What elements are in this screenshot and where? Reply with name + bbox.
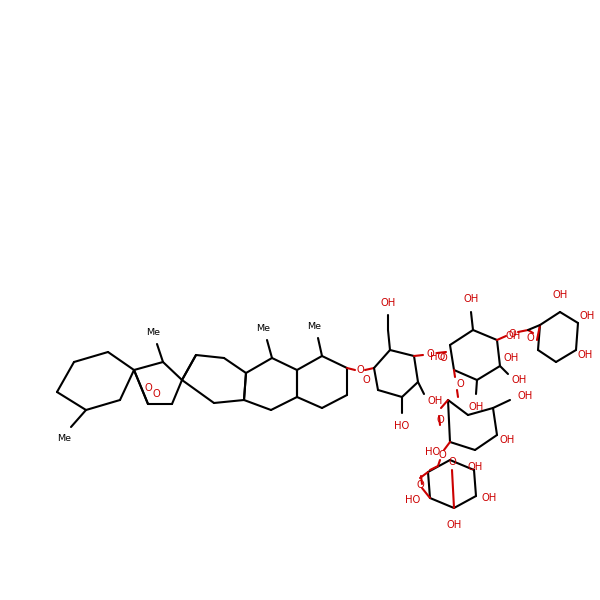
Text: O: O bbox=[508, 329, 516, 339]
Text: O: O bbox=[526, 333, 534, 343]
Text: OH: OH bbox=[467, 462, 482, 472]
Text: O: O bbox=[439, 353, 447, 363]
Text: O: O bbox=[426, 349, 434, 359]
Text: OH: OH bbox=[482, 493, 497, 503]
Text: OH: OH bbox=[518, 391, 533, 401]
Text: O: O bbox=[416, 480, 424, 490]
Text: Me: Me bbox=[146, 328, 160, 337]
Text: HO: HO bbox=[430, 352, 445, 362]
Text: OH: OH bbox=[505, 331, 520, 341]
Text: O: O bbox=[448, 457, 456, 467]
Text: O: O bbox=[152, 389, 160, 399]
Text: HO: HO bbox=[394, 421, 410, 431]
Text: OH: OH bbox=[512, 375, 527, 385]
Text: OH: OH bbox=[578, 350, 593, 360]
Text: OH: OH bbox=[469, 402, 484, 412]
Text: Me: Me bbox=[57, 434, 71, 443]
Text: HO: HO bbox=[425, 447, 440, 457]
Text: HO: HO bbox=[405, 495, 420, 505]
Text: O: O bbox=[436, 415, 444, 425]
Text: OH: OH bbox=[463, 294, 479, 304]
Text: OH: OH bbox=[446, 520, 461, 530]
Text: OH: OH bbox=[500, 435, 515, 445]
Text: OH: OH bbox=[580, 311, 595, 321]
Text: OH: OH bbox=[380, 298, 395, 308]
Text: O: O bbox=[456, 379, 464, 389]
Text: O: O bbox=[362, 375, 370, 385]
Text: OH: OH bbox=[428, 396, 443, 406]
Text: O: O bbox=[144, 383, 152, 393]
Text: OH: OH bbox=[503, 353, 518, 363]
Text: O: O bbox=[438, 450, 446, 460]
Text: OH: OH bbox=[553, 290, 568, 300]
Text: Me: Me bbox=[256, 324, 270, 333]
Text: Me: Me bbox=[307, 322, 321, 331]
Text: O: O bbox=[356, 365, 364, 375]
